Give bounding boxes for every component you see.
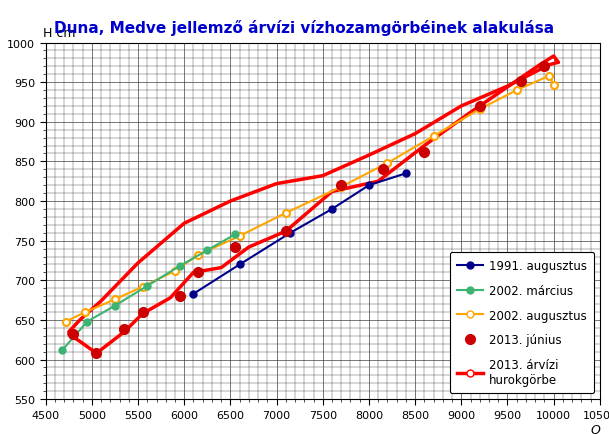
Legend: 1991. augusztus, 2002. március, 2002. augusztus, 2013. június, 2013. árvízi
huro: 1991. augusztus, 2002. március, 2002. au…: [450, 252, 594, 393]
Text: Q: Q: [590, 422, 600, 434]
Text: Duna, Medve jellemző árvízi vízhozamgörbéinek alakulása: Duna, Medve jellemző árvízi vízhozamgörb…: [54, 20, 555, 36]
Text: H cm: H cm: [43, 27, 76, 40]
